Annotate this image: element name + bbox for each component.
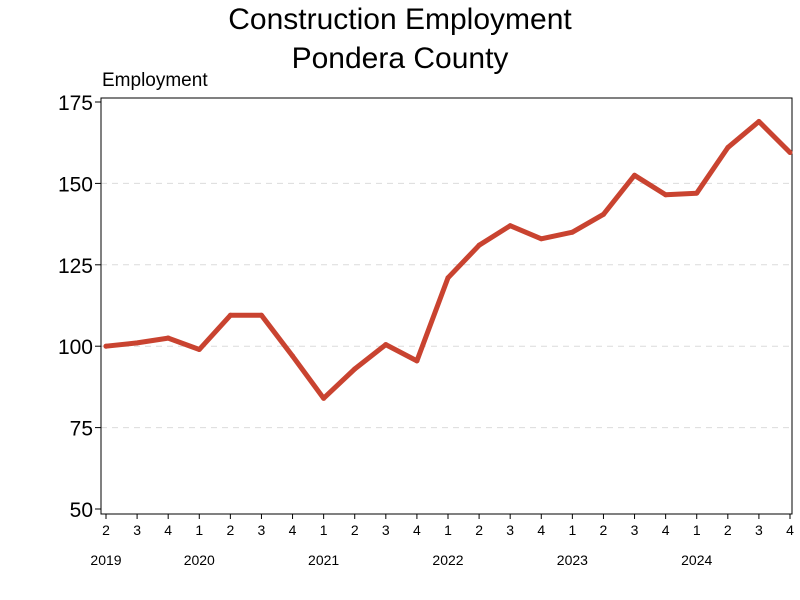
data-point (445, 275, 451, 281)
y-tick-label: 125 (58, 255, 93, 278)
x-year-label: 2019 (90, 552, 121, 568)
data-point (227, 312, 233, 318)
x-tick-label: 2 (226, 522, 234, 538)
data-point (507, 223, 513, 229)
data-point (103, 343, 109, 349)
data-point (725, 145, 731, 151)
x-year-label: 2023 (557, 552, 588, 568)
y-axis: 50 75 100 125 150 175 (58, 92, 101, 522)
data-point (290, 353, 296, 359)
x-tick-label: 1 (444, 522, 452, 538)
x-tick-label: 2 (102, 522, 110, 538)
y-tick-label: 75 (70, 418, 93, 441)
data-point (383, 342, 389, 348)
data-point (134, 340, 140, 346)
data-point (476, 242, 482, 248)
x-year-label: 2021 (308, 552, 339, 568)
x-tick-label: 3 (258, 522, 266, 538)
x-tick-label: 4 (413, 522, 421, 538)
x-year-label: 2024 (681, 552, 712, 568)
data-point (663, 192, 669, 198)
y-axis-label: Employment (102, 70, 208, 91)
x-tick-label: 3 (133, 522, 141, 538)
data-point (600, 211, 606, 217)
y-tick-label: 50 (70, 499, 93, 522)
y-tick-label: 175 (58, 92, 93, 115)
x-tick-label: 2 (475, 522, 483, 538)
x-tick-label: 1 (568, 522, 576, 538)
data-point (165, 335, 171, 341)
x-tick-label: 4 (662, 522, 670, 538)
x-tick-label: 1 (320, 522, 328, 538)
x-tick-label: 4 (164, 522, 172, 538)
x-axis-year-labels: 2019 2020 2021 2022 2023 2024 (90, 552, 712, 568)
y-tick-label: 150 (58, 173, 93, 196)
data-point (694, 190, 700, 196)
series-layer (103, 119, 793, 401)
data-point (321, 395, 327, 401)
x-year-label: 2022 (432, 552, 463, 568)
gridlines (101, 182, 792, 429)
x-tick-label: 4 (537, 522, 545, 538)
data-point (538, 236, 544, 242)
x-axis: 2 3 4 1 2 3 4 1 2 3 4 1 2 3 4 1 2 3 4 1 2 3 4 (102, 514, 794, 538)
x-year-label: 2020 (184, 552, 215, 568)
x-tick-label: 3 (506, 522, 514, 538)
data-point (352, 366, 358, 372)
x-tick-label: 3 (631, 522, 639, 538)
chart-title-line-2: Pondera County (292, 42, 509, 75)
data-point (787, 149, 793, 155)
chart-title: Construction Employment Pondera County (228, 3, 572, 75)
data-point (196, 346, 202, 352)
data-point (258, 312, 264, 318)
x-tick-label: 4 (289, 522, 297, 538)
data-point (632, 172, 638, 178)
x-tick-label: 1 (693, 522, 701, 538)
data-point (414, 358, 420, 364)
data-point (569, 229, 575, 235)
series-line (103, 119, 793, 401)
x-tick-label: 3 (755, 522, 763, 538)
chart-title-line-1: Construction Employment (228, 3, 572, 36)
x-tick-label: 4 (786, 522, 794, 538)
y-tick-label: 100 (58, 336, 93, 359)
x-tick-label: 2 (351, 522, 359, 538)
x-tick-label: 3 (382, 522, 390, 538)
x-tick-label: 2 (600, 522, 608, 538)
plot-area-frame (100, 97, 793, 515)
data-point (756, 119, 762, 125)
x-tick-label: 2 (724, 522, 732, 538)
x-tick-label: 1 (195, 522, 203, 538)
